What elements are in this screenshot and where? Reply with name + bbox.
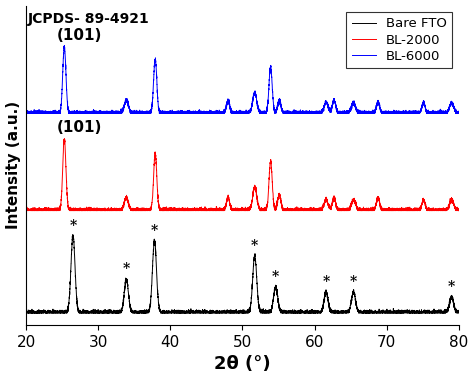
BL-6000 [279, 109, 285, 113]
BL-6000 [45, 111, 51, 116]
Line: BL-2000: BL-2000 [26, 139, 459, 211]
Bare FTO [344, 309, 350, 314]
Text: (101): (101) [56, 28, 102, 42]
BL-2000 [23, 206, 29, 210]
Text: *: * [123, 262, 130, 276]
Y-axis label: Intensity (a.u.): Intensity (a.u.) [6, 101, 20, 229]
BL-6000 [180, 110, 186, 114]
BL-2000 [456, 208, 462, 213]
BL-6000 [23, 111, 29, 115]
Bare FTO [180, 310, 186, 315]
BL-2000 [62, 136, 67, 141]
X-axis label: 2θ (°): 2θ (°) [214, 356, 271, 373]
Bare FTO [70, 233, 76, 237]
Bare FTO [279, 310, 285, 315]
Bare FTO [23, 311, 29, 315]
Bare FTO [45, 310, 51, 315]
BL-2000 [45, 208, 51, 213]
Line: Bare FTO: Bare FTO [26, 235, 459, 313]
BL-2000 [24, 208, 29, 213]
BL-6000 [298, 110, 304, 115]
Text: *: * [448, 280, 455, 294]
Line: BL-6000: BL-6000 [26, 45, 459, 113]
Text: JCPDS- 89-4921: JCPDS- 89-4921 [28, 12, 150, 26]
Bare FTO [367, 311, 373, 315]
Text: *: * [272, 270, 279, 284]
BL-2000 [279, 207, 285, 211]
BL-6000 [344, 111, 350, 116]
BL-2000 [344, 208, 350, 213]
Text: *: * [350, 275, 357, 289]
BL-2000 [298, 208, 304, 212]
Bare FTO [298, 311, 304, 315]
BL-6000 [62, 43, 67, 48]
BL-6000 [367, 111, 373, 116]
Text: *: * [151, 224, 158, 238]
Text: *: * [251, 239, 258, 253]
Text: *: * [69, 219, 77, 233]
Legend: Bare FTO, BL-2000, BL-6000: Bare FTO, BL-2000, BL-6000 [346, 12, 452, 68]
BL-2000 [367, 207, 373, 212]
Bare FTO [23, 310, 29, 314]
BL-2000 [180, 208, 186, 213]
BL-6000 [23, 111, 29, 116]
Bare FTO [456, 311, 462, 315]
Text: (101): (101) [56, 120, 102, 135]
Text: *: * [322, 275, 330, 289]
BL-6000 [456, 111, 462, 116]
